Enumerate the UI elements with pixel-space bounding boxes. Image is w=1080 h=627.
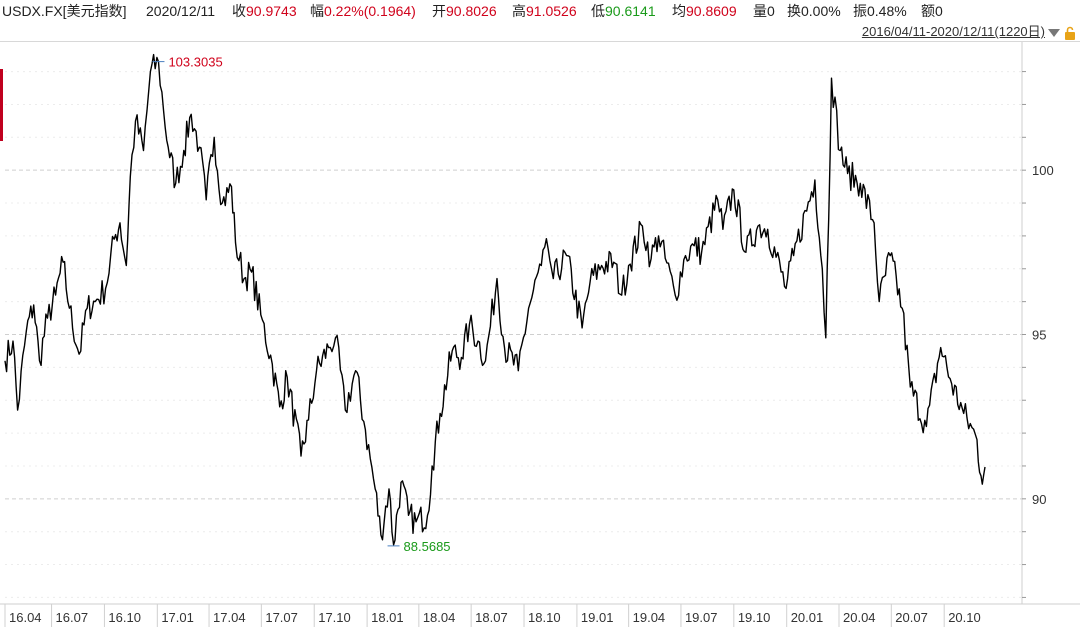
amplitude-field: 振0.48% <box>853 0 907 22</box>
x-tick-label: 17.10 <box>318 610 351 625</box>
y-tick-label: 95 <box>1032 328 1046 343</box>
date-range-selector[interactable]: 2016/04/11-2020/12/11(1220日) <box>862 23 1080 41</box>
x-tick-label: 18.10 <box>528 610 561 625</box>
turnover-label: 换 <box>787 3 801 19</box>
header-divider <box>0 41 1080 42</box>
annotation-layer: 103.3035 88.5685 <box>152 55 451 554</box>
line-layer <box>4 53 986 546</box>
max-value-label: 103.3035 <box>168 55 222 70</box>
x-tick-label: 17.07 <box>265 610 298 625</box>
amount-field: 额0 <box>921 0 943 22</box>
y-tick-label: 90 <box>1032 492 1046 507</box>
high-field: 高91.0526 <box>512 0 577 22</box>
chevron-down-icon[interactable] <box>1048 28 1060 37</box>
x-tick-label: 20.01 <box>791 610 824 625</box>
change-field: 幅0.22%(0.1964) <box>310 0 416 22</box>
low-value: 90.6141 <box>605 3 656 19</box>
price-series-line <box>4 53 986 546</box>
open-value: 90.8026 <box>446 3 497 19</box>
x-tick-label: 16.10 <box>108 610 141 625</box>
change-label: 幅 <box>310 3 324 19</box>
x-tick-label: 18.01 <box>371 610 404 625</box>
close-value: 90.9743 <box>246 3 297 19</box>
avg-field: 均90.8609 <box>672 0 737 22</box>
volume-field: 量0 <box>753 0 775 22</box>
x-tick-label: 19.07 <box>685 610 718 625</box>
quote-header: USDX.FX[美元指数] 2020/12/11 收90.9743 幅0.22%… <box>0 0 1080 22</box>
turnover-value: 0.00% <box>801 3 841 19</box>
amount-label: 额 <box>921 3 935 19</box>
min-value-label: 88.5685 <box>404 539 451 554</box>
x-tick-label: 16.04 <box>9 610 42 625</box>
low-label: 低 <box>591 3 605 19</box>
x-tick-label: 17.04 <box>213 610 246 625</box>
x-tick-label: 18.04 <box>423 610 456 625</box>
close-label: 收 <box>232 3 246 19</box>
date-range-text[interactable]: 2016/04/11-2020/12/11(1220日) <box>861 24 1045 39</box>
lock-icon[interactable] <box>1064 26 1076 40</box>
x-tick-label: 17.01 <box>161 610 194 625</box>
avg-label: 均 <box>672 3 686 19</box>
volume-label: 量 <box>753 3 767 19</box>
high-label: 高 <box>512 3 526 19</box>
y-tick-label: 100 <box>1032 163 1054 178</box>
avg-value: 90.8609 <box>686 3 737 19</box>
grid-layer <box>0 42 1080 605</box>
date-value: 2020/12/11 <box>146 3 216 19</box>
x-tick-label: 18.07 <box>475 610 508 625</box>
low-field: 低90.6141 <box>591 0 656 22</box>
amount-value: 0 <box>935 3 943 19</box>
turnover-field: 换0.00% <box>787 0 841 22</box>
close-field: 收90.9743 <box>232 0 297 22</box>
high-value: 91.0526 <box>526 3 577 19</box>
left-marker <box>0 69 3 141</box>
symbol-label: USDX.FX[美元指数] <box>2 3 127 19</box>
x-tick-label: 19.10 <box>738 610 771 625</box>
volume-value: 0 <box>767 3 775 19</box>
change-value: 0.22%(0.1964) <box>324 3 416 19</box>
x-tick-label: 20.07 <box>895 610 928 625</box>
x-tick-label: 20.10 <box>948 610 981 625</box>
x-tick-label: 20.04 <box>843 610 876 625</box>
x-tick-label: 19.04 <box>633 610 666 625</box>
open-field: 开90.8026 <box>432 0 497 22</box>
amplitude-label: 振 <box>853 3 867 19</box>
x-tick-label: 16.07 <box>56 610 89 625</box>
x-axis: 16.04 16.07 16.10 17.01 17.04 17.07 17.10 18.01… <box>4 604 981 627</box>
amplitude-value: 0.48% <box>867 3 907 19</box>
y-axis: 90 95 100 <box>1022 71 1054 598</box>
open-label: 开 <box>432 3 446 19</box>
x-tick-label: 19.01 <box>581 610 614 625</box>
